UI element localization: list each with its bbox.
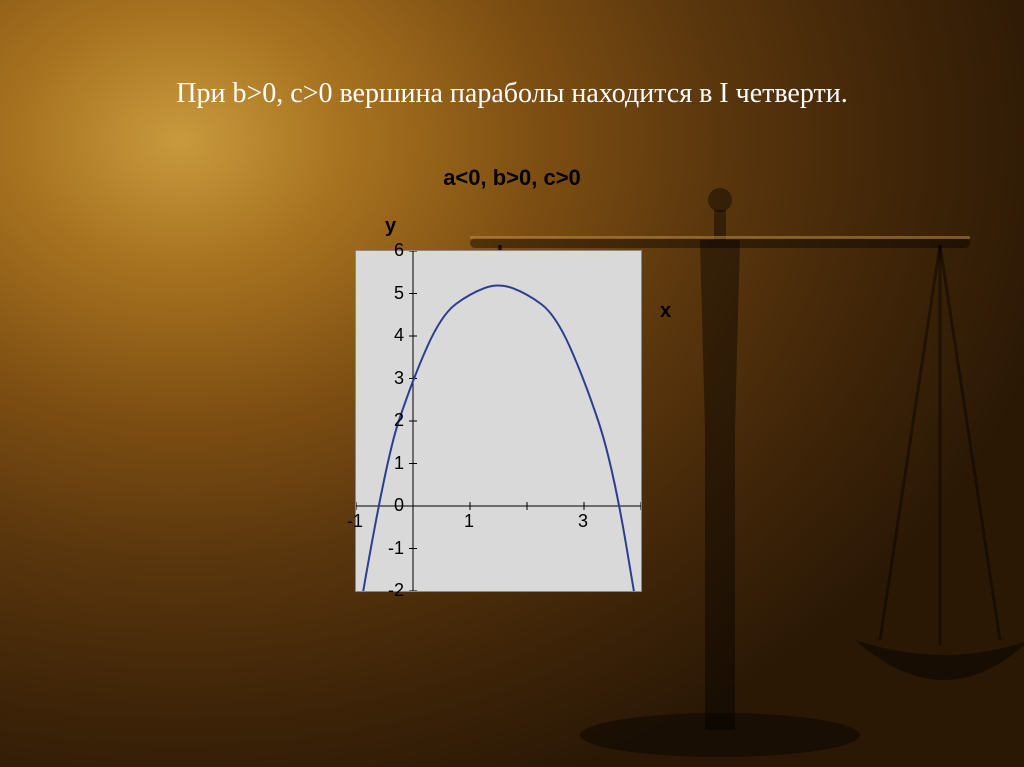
y-tick-label: 0 (374, 495, 404, 516)
y-tick-label: 5 (374, 283, 404, 304)
slide: При b>0, с>0 вершина параболы находится … (0, 0, 1024, 767)
x-axis-label: x (660, 300, 671, 323)
x-tick-label: 3 (568, 511, 598, 532)
y-tick-label: 4 (374, 325, 404, 346)
y-axis-label: y (385, 215, 396, 238)
y-tick-label: 2 (374, 410, 404, 431)
x-tick-label: 1 (454, 511, 484, 532)
slide-title: При b>0, с>0 вершина параболы находится … (0, 78, 1024, 110)
x-tick-label: -1 (340, 511, 370, 532)
y-tick-label: 1 (374, 453, 404, 474)
y-tick-label: 6 (374, 240, 404, 261)
slide-subtitle: a<0, b>0, c>0 (0, 165, 1024, 191)
y-tick-label: -2 (374, 580, 404, 601)
y-tick-label: 3 (374, 368, 404, 389)
y-tick-label: -1 (374, 538, 404, 559)
